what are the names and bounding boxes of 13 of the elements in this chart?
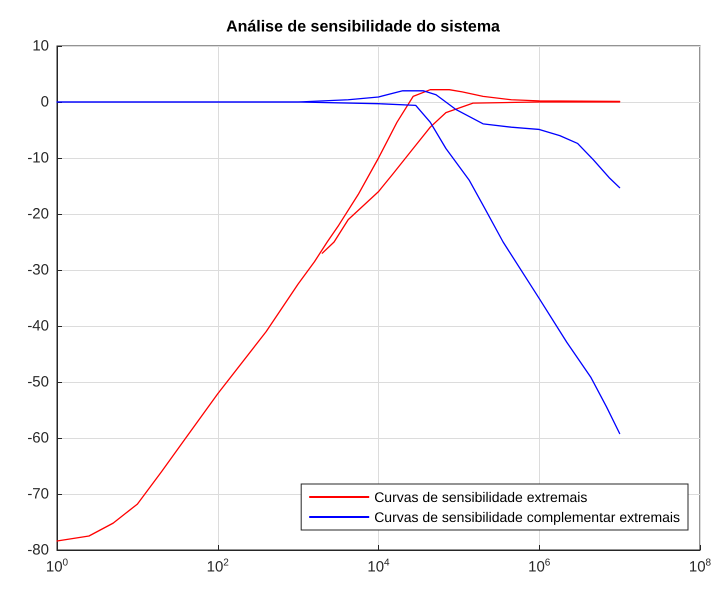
y-tick-label: -60 (27, 430, 49, 446)
y-tick-label: 10 (32, 38, 49, 54)
y-tick-label: -10 (27, 150, 49, 166)
y-tick-label: -80 (27, 542, 49, 558)
y-tick-label: -20 (27, 206, 49, 222)
y-tick-label: 0 (40, 94, 49, 110)
y-tick-label: -70 (27, 486, 49, 502)
legend-label: Curvas de sensibilidade complementar extremais (374, 509, 680, 525)
legend-label: Curvas de sensibilidade extremais (374, 489, 588, 505)
chart-title: Análise de sensibilidade do sistema (226, 18, 500, 36)
y-tick-label: -30 (27, 262, 49, 278)
y-tick-label: -50 (27, 374, 49, 390)
y-tick-label: -40 (27, 318, 49, 334)
